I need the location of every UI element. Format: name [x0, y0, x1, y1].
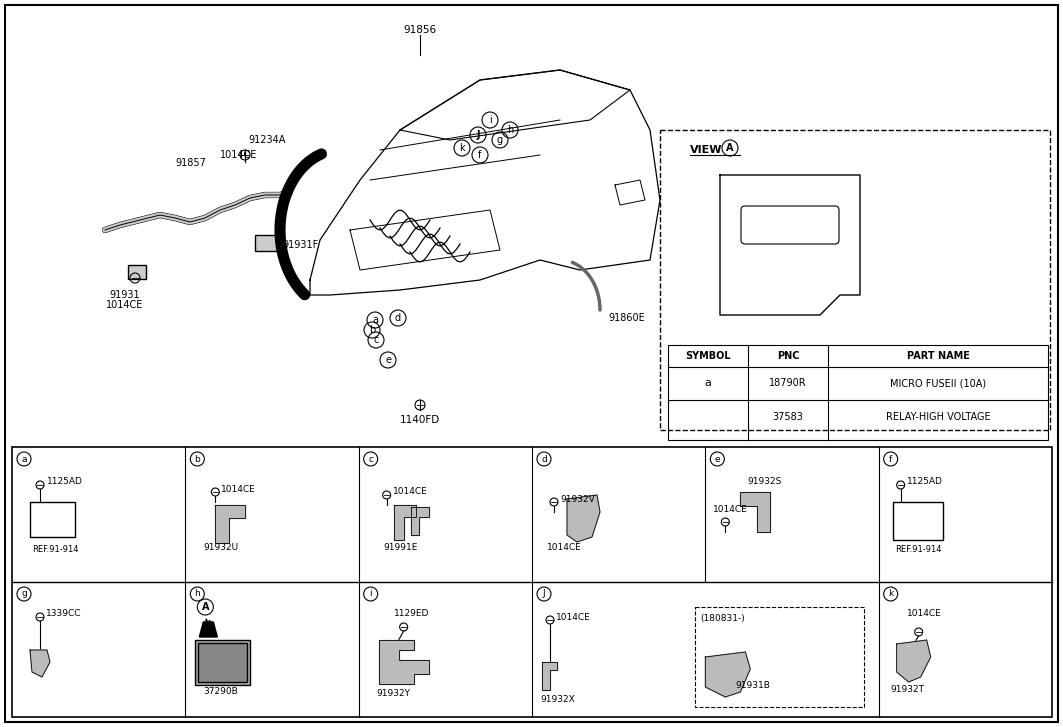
Polygon shape [720, 175, 860, 315]
Bar [128, 265, 146, 279]
Text: 1014CE: 1014CE [221, 486, 256, 494]
Text: k: k [888, 590, 893, 598]
Text: J: J [543, 590, 545, 598]
Text: 91932V: 91932V [560, 494, 595, 504]
Text: PNC: PNC [777, 351, 799, 361]
Text: 91932Y: 91932Y [376, 689, 410, 699]
Bar [255, 235, 277, 251]
Text: 1014CE: 1014CE [392, 488, 427, 497]
Bar [893, 502, 943, 540]
Text: a: a [705, 378, 711, 388]
Text: 91931B: 91931B [736, 680, 771, 689]
Text: i: i [369, 590, 372, 598]
Text: g: g [21, 590, 27, 598]
Bar [30, 502, 75, 537]
Text: 1339CC: 1339CC [46, 609, 82, 619]
Polygon shape [216, 505, 246, 543]
Text: c: c [368, 454, 373, 464]
Text: J: J [476, 130, 479, 140]
Text: 1014CE: 1014CE [106, 300, 144, 310]
Text: 1125AD: 1125AD [47, 478, 83, 486]
Text: REF.91-914: REF.91-914 [895, 545, 941, 555]
Text: 91932X: 91932X [540, 696, 575, 704]
Polygon shape [897, 640, 931, 682]
Text: a: a [372, 315, 378, 325]
Text: f: f [889, 454, 892, 464]
Text: RELAY-HIGH VOLTAGE: RELAY-HIGH VOLTAGE [885, 412, 991, 422]
Text: A: A [202, 602, 209, 612]
Text: 91856: 91856 [404, 25, 437, 35]
Text: h: h [507, 125, 513, 135]
Text: 37290B: 37290B [203, 688, 238, 696]
Polygon shape [706, 652, 750, 697]
Text: 1014CE: 1014CE [907, 609, 942, 619]
Bar [199, 643, 248, 682]
Text: VIEW: VIEW [690, 145, 723, 155]
Text: e: e [714, 454, 720, 464]
Text: i: i [489, 115, 491, 125]
Text: 18790R: 18790R [770, 378, 807, 388]
Text: REF.91-914: REF.91-914 [32, 545, 79, 555]
Text: b: b [369, 325, 375, 335]
Text: e: e [385, 355, 391, 365]
Text: 1125AD: 1125AD [907, 478, 943, 486]
Text: g: g [496, 135, 503, 145]
Bar [196, 640, 250, 685]
Polygon shape [410, 507, 428, 535]
Text: f: f [478, 150, 482, 160]
Polygon shape [30, 650, 50, 677]
Text: 91991E: 91991E [384, 542, 418, 552]
Text: SYMBOL: SYMBOL [686, 351, 731, 361]
Polygon shape [740, 492, 771, 532]
Text: c: c [373, 335, 378, 345]
Text: b: b [195, 454, 200, 464]
FancyBboxPatch shape [741, 206, 839, 244]
Bar [668, 345, 1048, 440]
Text: 1014CE: 1014CE [220, 150, 257, 160]
Text: a: a [787, 221, 793, 231]
Bar [12, 447, 1052, 717]
Text: A: A [726, 143, 733, 153]
Text: 91932S: 91932S [747, 478, 781, 486]
Polygon shape [378, 640, 428, 684]
Text: 1014CE: 1014CE [713, 505, 748, 513]
Text: 91932T: 91932T [891, 686, 925, 694]
Text: MICRO FUSEII (10A): MICRO FUSEII (10A) [890, 378, 986, 388]
Text: 91932U: 91932U [203, 542, 238, 552]
Bar [660, 130, 1050, 430]
Text: k: k [459, 143, 465, 153]
Text: 91931: 91931 [109, 290, 140, 300]
Polygon shape [200, 622, 217, 637]
Text: 91234A: 91234A [248, 135, 285, 145]
Text: d: d [395, 313, 401, 323]
Text: 1014CE: 1014CE [556, 613, 591, 622]
Text: 37583: 37583 [773, 412, 804, 422]
Text: 91860E: 91860E [608, 313, 645, 323]
Bar [695, 607, 863, 707]
Text: 91931F: 91931F [282, 240, 318, 250]
Text: 1129ED: 1129ED [393, 609, 429, 619]
Text: 1140FD: 1140FD [400, 415, 440, 425]
Text: h: h [195, 590, 200, 598]
Polygon shape [542, 662, 557, 690]
Text: d: d [541, 454, 546, 464]
Text: a: a [21, 454, 27, 464]
Text: PART NAME: PART NAME [907, 351, 969, 361]
Text: 1014CE: 1014CE [547, 542, 581, 552]
Polygon shape [567, 495, 600, 542]
Polygon shape [393, 505, 416, 540]
Text: (180831-): (180831-) [701, 614, 745, 624]
Text: 91857: 91857 [175, 158, 206, 168]
